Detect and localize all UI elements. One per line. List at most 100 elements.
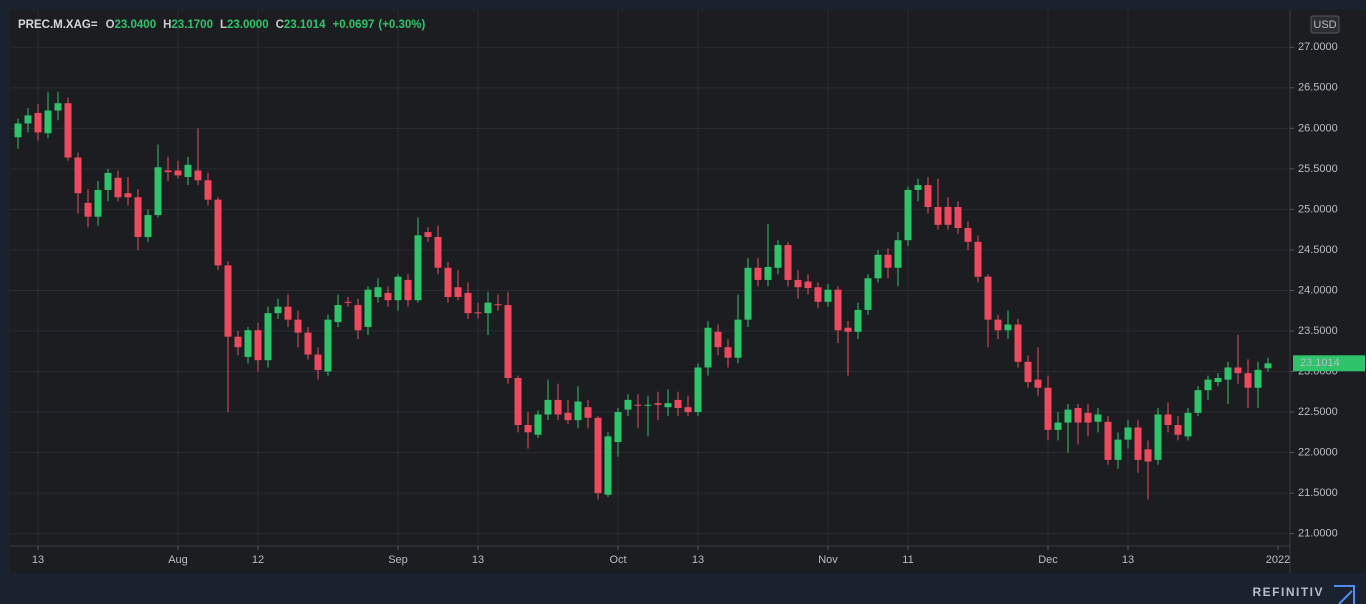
candle-body bbox=[214, 199, 222, 266]
x-tick-label: Oct bbox=[609, 554, 626, 566]
y-tick-label: 23.5000 bbox=[1298, 325, 1338, 337]
x-tick-label: 12 bbox=[252, 554, 264, 566]
x-tick-label: 13 bbox=[692, 554, 704, 566]
field-value: 23.0000 bbox=[227, 19, 269, 31]
candle-body bbox=[464, 292, 472, 314]
candle-body bbox=[104, 172, 112, 190]
candle-body bbox=[544, 399, 552, 415]
candle-body bbox=[1104, 421, 1112, 460]
candle-body bbox=[424, 232, 432, 237]
last-price-label: 23.1014 bbox=[1300, 357, 1340, 369]
candle-body bbox=[1014, 324, 1022, 362]
candle-body bbox=[1034, 379, 1042, 388]
candle-body bbox=[294, 319, 302, 333]
candle-body bbox=[984, 276, 992, 320]
candle-body bbox=[754, 267, 762, 280]
candle-body bbox=[134, 197, 142, 237]
x-tick-label: Dec bbox=[1038, 554, 1058, 566]
candle-body bbox=[274, 306, 282, 314]
candle-body bbox=[364, 289, 372, 327]
y-tick-label: 22.5000 bbox=[1298, 406, 1338, 418]
labels: 21.000021.500022.000022.500023.000023.50… bbox=[32, 41, 1365, 566]
candle-body bbox=[734, 319, 742, 358]
candle-body bbox=[1244, 373, 1252, 388]
candle-body bbox=[114, 177, 122, 198]
candle-body bbox=[774, 245, 782, 268]
candle-body bbox=[14, 123, 22, 138]
candle-body bbox=[604, 436, 612, 495]
candle-body bbox=[204, 180, 212, 200]
symbol: PREC.M.XAG= bbox=[18, 19, 98, 31]
y-tick-label: 26.0000 bbox=[1298, 122, 1338, 134]
candle-body bbox=[534, 414, 542, 435]
candle-body bbox=[244, 330, 252, 357]
candle-body bbox=[1174, 425, 1182, 435]
candle-body bbox=[704, 327, 712, 368]
candle-body bbox=[454, 287, 462, 297]
candle-body bbox=[884, 254, 892, 268]
candle-body bbox=[24, 115, 32, 124]
candle-body bbox=[554, 399, 562, 415]
candle-body bbox=[404, 279, 412, 301]
candle-body bbox=[84, 202, 92, 217]
candle-body bbox=[904, 189, 912, 241]
candle-body bbox=[1094, 414, 1102, 422]
candle-body bbox=[644, 404, 652, 406]
x-tick-label: 13 bbox=[472, 554, 484, 566]
candle-body bbox=[924, 185, 932, 207]
candle-body bbox=[514, 378, 522, 426]
candle-body bbox=[194, 170, 202, 181]
candle-body bbox=[264, 313, 272, 361]
candle-body bbox=[814, 287, 822, 302]
candle-body bbox=[384, 292, 392, 301]
candle-body bbox=[354, 305, 362, 331]
candle-body bbox=[854, 309, 862, 332]
brand: REFINITIV bbox=[1252, 585, 1324, 599]
change-pct: (+0.30%) bbox=[378, 19, 425, 31]
currency-box bbox=[1310, 15, 1340, 34]
candle-body bbox=[944, 206, 952, 225]
candle-body bbox=[634, 404, 642, 406]
field-letter: H bbox=[163, 19, 171, 31]
candle-body bbox=[994, 319, 1002, 331]
candle-body bbox=[844, 327, 852, 332]
candle-body bbox=[974, 241, 982, 277]
candle-body bbox=[94, 189, 102, 217]
candle-body bbox=[224, 265, 232, 337]
brand-logo bbox=[1334, 585, 1355, 604]
candle-body bbox=[54, 103, 62, 111]
x-tick-label: Sep bbox=[388, 554, 408, 566]
candle-body bbox=[284, 306, 292, 320]
field-letter: L bbox=[220, 19, 227, 31]
candle-body bbox=[784, 245, 792, 280]
candle-body bbox=[524, 425, 532, 433]
last-price-box bbox=[1293, 355, 1365, 372]
candles bbox=[14, 91, 1272, 500]
candle-body bbox=[374, 287, 382, 297]
x-tick-label: Nov bbox=[818, 554, 838, 566]
candle-body bbox=[574, 401, 582, 421]
candle-body bbox=[744, 267, 752, 320]
candle-body bbox=[864, 278, 872, 310]
candle-body bbox=[254, 330, 262, 361]
candle-body bbox=[654, 403, 662, 405]
candle-body bbox=[684, 407, 692, 413]
candle-body bbox=[164, 170, 172, 173]
candle-body bbox=[594, 417, 602, 494]
candle-body bbox=[314, 354, 322, 370]
change: +0.0697 bbox=[332, 19, 374, 31]
candle-body bbox=[664, 403, 672, 408]
candle-body bbox=[914, 185, 922, 190]
candle-body bbox=[824, 289, 832, 302]
candle-body bbox=[154, 167, 162, 216]
candle-body bbox=[764, 266, 772, 280]
y-tick-label: 22.0000 bbox=[1298, 446, 1338, 458]
candle-body bbox=[444, 267, 452, 297]
candle-body bbox=[414, 235, 422, 301]
y-tick-label: 25.0000 bbox=[1298, 203, 1338, 215]
candle-body bbox=[1184, 412, 1192, 437]
candle-body bbox=[694, 367, 702, 413]
candle-body bbox=[1254, 369, 1262, 388]
